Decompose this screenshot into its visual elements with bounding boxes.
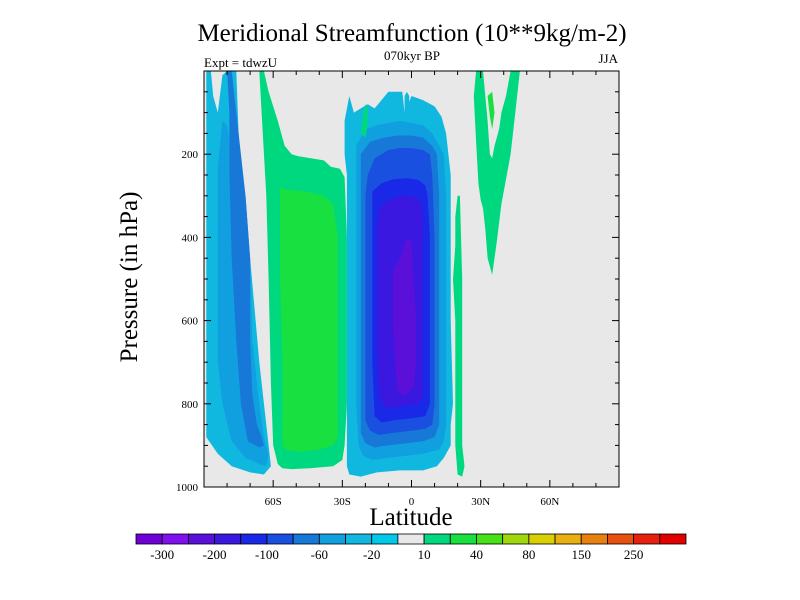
colorbar-swatch — [476, 533, 504, 545]
colorbar-swatch — [423, 533, 451, 545]
colorbar-swatch — [607, 533, 635, 545]
colorbar-swatch — [266, 533, 294, 545]
colorbar-swatch — [161, 533, 189, 545]
contour-region-12 — [360, 104, 368, 138]
chart-subtitle: 070kyr BP — [384, 48, 440, 63]
y-tick-label: 600 — [182, 316, 199, 328]
colorbar-label: 250 — [624, 547, 644, 562]
colorbar-label: 80 — [522, 547, 535, 562]
colorbar-swatch — [187, 533, 215, 545]
season-label: JJA — [598, 51, 618, 66]
contour-region-14 — [453, 195, 465, 477]
colorbar-swatch — [240, 533, 268, 545]
colorbar-swatch — [449, 533, 477, 545]
x-tick-label: 60S — [265, 496, 282, 508]
x-tick-label: 60N — [540, 496, 559, 508]
contour-region-15 — [473, 71, 520, 275]
y-tick-label: 800 — [182, 399, 199, 411]
colorbar: -300 -200 -100 -60 -20 10 40 80 150 250 — [135, 533, 687, 562]
colorbar-swatch — [345, 533, 373, 545]
colorbar-swatch — [554, 533, 582, 545]
colorbar-swatch — [659, 533, 687, 545]
colorbar-swatch — [397, 533, 425, 545]
x-tick-label: 0 — [409, 496, 415, 508]
y-tick-label: 400 — [182, 232, 199, 244]
chart-title: Meridional Streamfunction (10**9kg/m-2) — [197, 20, 626, 47]
colorbar-swatch — [502, 533, 530, 545]
colorbar-label: 150 — [571, 547, 591, 562]
contour-region-16 — [487, 91, 495, 130]
colorbar-swatch — [318, 533, 346, 545]
contour-region-11 — [393, 237, 417, 396]
y-tick-label: 200 — [182, 149, 199, 161]
colorbar-swatch — [292, 533, 320, 545]
colorbar-label: 10 — [418, 547, 431, 562]
x-axis: 60S 30S 0 30N 60N — [226, 71, 597, 508]
y-axis: 200 400 600 800 1000 — [176, 91, 619, 494]
experiment-label: Expt = tdwzU — [204, 55, 278, 70]
colorbar-swatch — [214, 533, 242, 545]
x-tick-label: 30S — [334, 496, 351, 508]
colorbar-label: -300 — [150, 547, 174, 562]
x-tick-label: 30N — [471, 496, 490, 508]
colorbar-swatch — [371, 533, 399, 545]
colorbar-label: -60 — [311, 547, 328, 562]
colorbar-swatch — [528, 533, 556, 545]
y-axis-label: Pressure (in hPa) — [116, 192, 143, 363]
colorbar-label: -100 — [255, 547, 279, 562]
x-axis-label: Latitude — [369, 504, 452, 531]
contour-region-13 — [404, 91, 410, 117]
contour-region-4 — [280, 187, 338, 452]
colorbar-swatch — [135, 533, 163, 545]
contour-region-2 — [227, 71, 264, 448]
y-tick-label: 1000 — [176, 482, 199, 494]
colorbar-swatch — [580, 533, 608, 545]
colorbar-swatch — [633, 533, 661, 545]
colorbar-label: -200 — [203, 547, 227, 562]
colorbar-label: -20 — [363, 547, 380, 562]
plot-area — [203, 70, 620, 488]
colorbar-label: 40 — [470, 547, 483, 562]
